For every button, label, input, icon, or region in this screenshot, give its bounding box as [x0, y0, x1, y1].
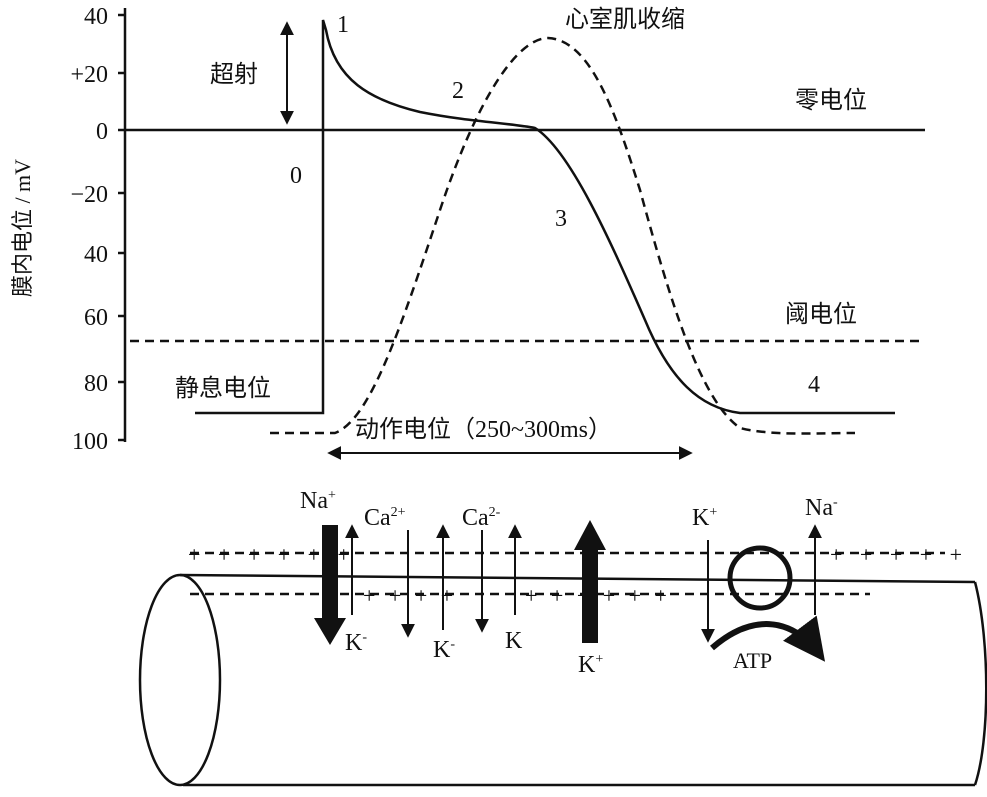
ion-label: Na+ — [300, 488, 336, 514]
label: 零电位 — [795, 87, 867, 114]
ion-label: Ca2- — [462, 505, 501, 531]
ion-label: K+ — [578, 652, 603, 678]
tick-label: 40 — [84, 4, 108, 30]
tick-label: 0 — [96, 119, 108, 145]
ion-label: Ca2+ — [364, 505, 406, 531]
tick-label: 40 — [84, 242, 108, 268]
label: 超射 — [210, 61, 258, 88]
phase-label: 4 — [808, 372, 820, 398]
label: 静息电位 — [175, 375, 271, 402]
ion-label: Na- — [805, 495, 838, 521]
contraction-curve — [270, 36, 856, 435]
ion-label: K- — [345, 630, 367, 656]
ion-label: K — [505, 628, 523, 654]
y-axis — [118, 8, 127, 442]
tick-label: 80 — [84, 371, 108, 397]
tick-label: 60 — [84, 305, 108, 331]
phase-label: 2 — [452, 78, 464, 104]
ion-arrows — [314, 520, 826, 662]
ion-label: K+ — [692, 505, 717, 531]
ion-label: ATP — [733, 648, 772, 673]
label: 心室肌收缩 — [565, 6, 685, 33]
phase-label: 3 — [555, 206, 567, 232]
tick-label: 100 — [72, 429, 108, 455]
phase-label: 0 — [290, 163, 302, 189]
tick-label: −20 — [70, 182, 108, 208]
axis-label: 膜内电位 / mV — [10, 159, 35, 297]
phase-label: 1 — [337, 12, 349, 38]
action-potential-curve — [195, 19, 895, 415]
svg-text:+ + + + +: + + + + + — [830, 542, 968, 567]
ion-label: K- — [433, 637, 455, 663]
tick-label: +20 — [70, 62, 108, 88]
label: 阈电位 — [785, 301, 857, 328]
label: 动作电位（250~300ms） — [355, 416, 612, 443]
cell: + + + + + + + + + + + + + + + + + + + + … — [138, 542, 987, 787]
